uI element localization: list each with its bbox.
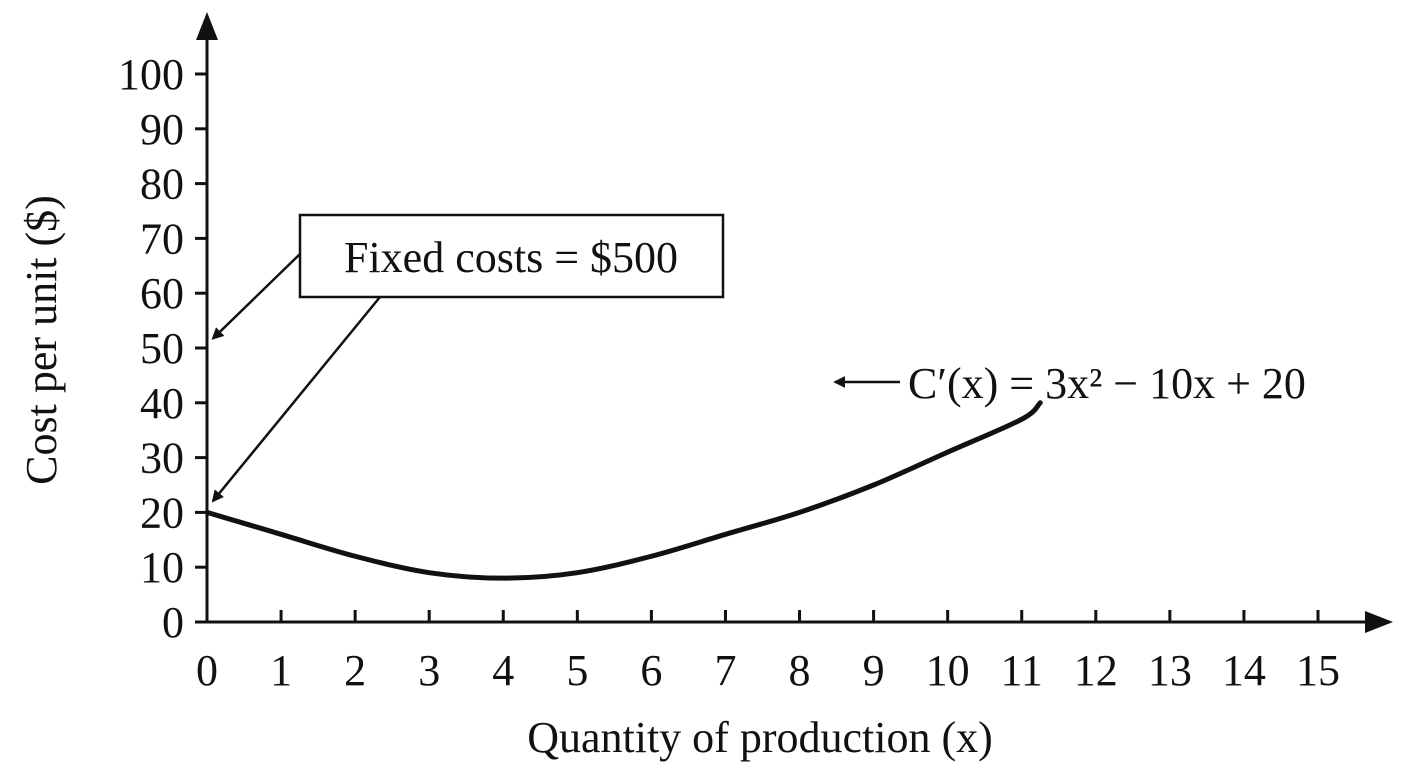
y-tick-label: 80 [140,160,184,209]
x-tick-label: 14 [1222,646,1266,695]
x-ticks: 0 1 2 3 4 5 6 7 8 9 10 11 12 13 14 15 [196,610,1340,695]
y-tick-label: 10 [140,543,184,592]
y-ticks: 0 10 20 30 40 50 60 70 80 90 100 [118,50,207,647]
x-axis-title: Quantity of production (x) [527,713,993,762]
fixed-costs-label: Fixed costs = $500 [344,233,678,282]
x-tick-label: 3 [418,646,440,695]
x-tick-label: 13 [1148,646,1192,695]
x-tick-label: 10 [926,646,970,695]
y-axis-arrowhead [196,12,218,40]
x-tick-label: 6 [640,646,662,695]
fixed-costs-arrow-lower [211,296,381,503]
y-tick-label: 90 [140,105,184,154]
y-tick-label: 100 [118,50,184,99]
y-tick-label: 60 [140,269,184,318]
fixed-costs-arrow-upper [211,253,301,340]
x-tick-label: 4 [492,646,514,695]
x-tick-label: 12 [1074,646,1118,695]
x-axis-arrowhead [1365,611,1393,633]
y-tick-label: 70 [140,214,184,263]
x-tick-label: 2 [344,646,366,695]
y-tick-label: 20 [140,488,184,537]
x-tick-label: 0 [196,646,218,695]
y-tick-label: 50 [140,324,184,373]
x-tick-label: 1 [270,646,292,695]
x-tick-label: 7 [714,646,736,695]
x-tick-label: 8 [789,646,811,695]
x-tick-label: 5 [566,646,588,695]
series-formula-label: C′(x) = 3x² − 10x + 20 [908,359,1306,408]
y-tick-label: 40 [140,379,184,428]
fixed-costs-box [298,213,725,299]
y-axis-title: Cost per unit ($) [17,195,66,485]
x-tick-label: 9 [863,646,885,695]
y-tick-label: 30 [140,434,184,483]
series-line [204,400,1043,581]
x-tick-label: 15 [1296,646,1340,695]
x-tick-label: 11 [1001,646,1043,695]
y-tick-label: 0 [162,598,184,647]
